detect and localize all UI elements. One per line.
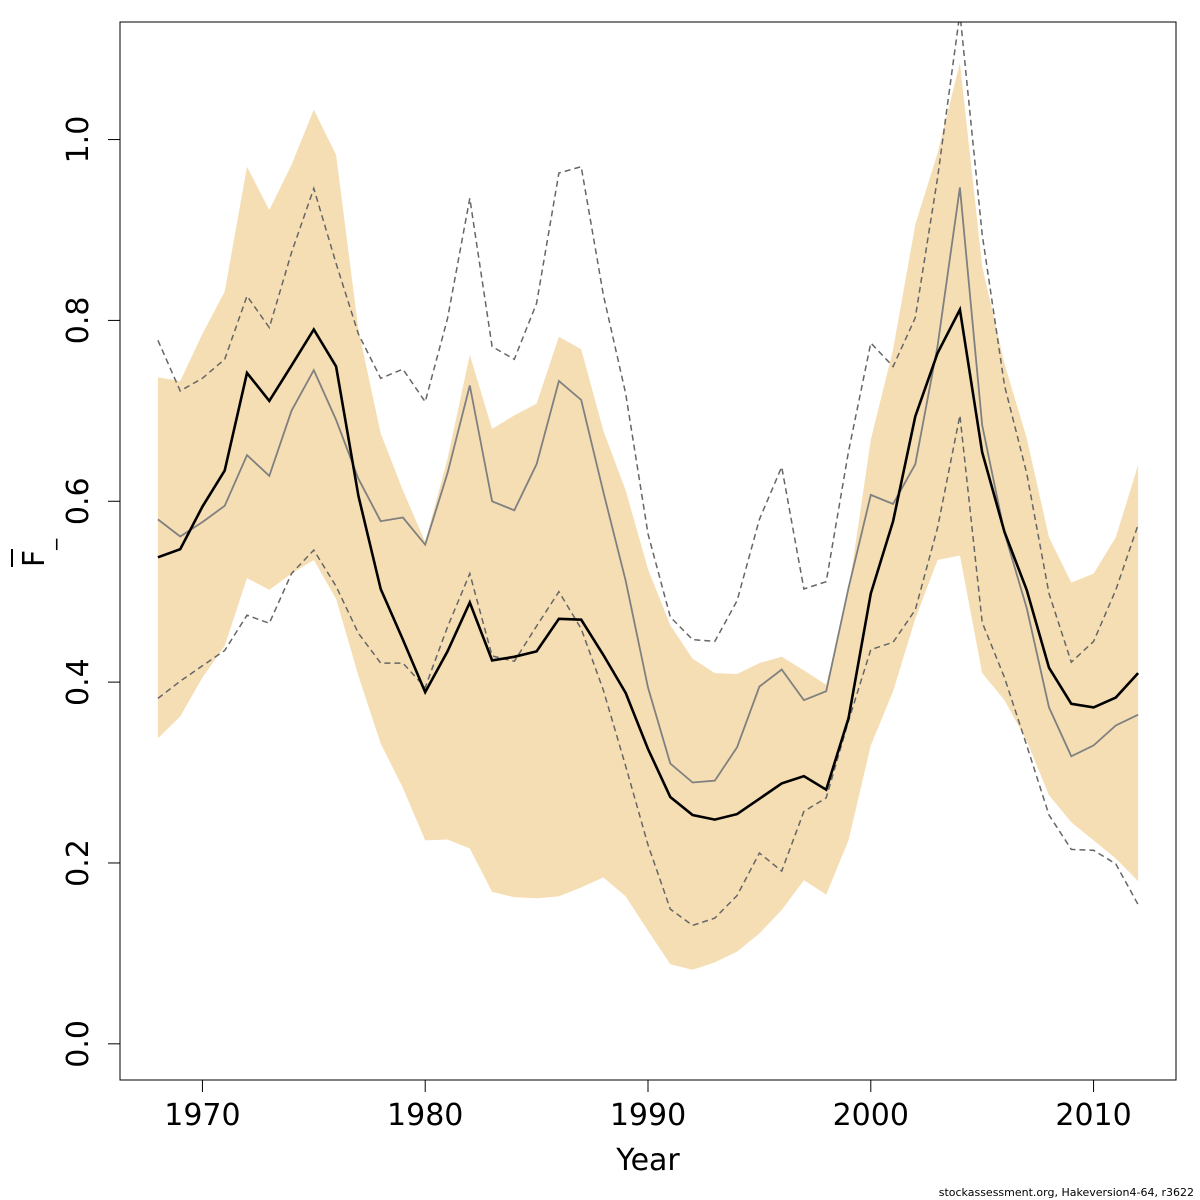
confidence-band bbox=[157, 62, 1139, 970]
y-tick-label-2: 0.4 bbox=[61, 658, 96, 706]
x-tick-label-1990: 1990 bbox=[610, 1098, 686, 1133]
confidence-band-layer bbox=[157, 62, 1139, 970]
series-line-mean-1 bbox=[157, 187, 1139, 784]
y-tick-label-5: 1.0 bbox=[61, 116, 96, 164]
y-axis-title-main: F bbox=[17, 550, 52, 567]
y-tick-label-4: 0.8 bbox=[61, 297, 96, 345]
y-axis-title: F_ bbox=[11, 538, 58, 567]
y-tick-label-1: 0.2 bbox=[61, 839, 96, 887]
y-axis-title-subscript: _ bbox=[33, 538, 58, 551]
series-line-median-0 bbox=[157, 305, 1140, 821]
footer-credit: stockassessment.org, Hakeversion4-64, r3… bbox=[939, 1186, 1194, 1199]
y-tick-label-3: 0.6 bbox=[61, 477, 96, 525]
x-tick-label-2010: 2010 bbox=[1055, 1098, 1131, 1133]
x-tick-label-1980: 1980 bbox=[387, 1098, 463, 1133]
series-lines-layer bbox=[157, 22, 1140, 927]
x-axis-title: Year bbox=[615, 1143, 680, 1178]
series-line-dashed-3 bbox=[157, 415, 1139, 927]
x-axis: 1970 1980 1990 2000 2010 bbox=[164, 1079, 1132, 1133]
y-axis: 0.0 0.2 0.4 0.6 0.8 1.0 bbox=[61, 116, 121, 1068]
x-tick-label-2000: 2000 bbox=[833, 1098, 909, 1133]
series-line-dashed-2 bbox=[157, 22, 1139, 664]
x-tick-label-1970: 1970 bbox=[164, 1098, 240, 1133]
y-tick-label-0: 0.0 bbox=[61, 1020, 96, 1068]
y-axis-title-text: F_ bbox=[17, 538, 58, 567]
